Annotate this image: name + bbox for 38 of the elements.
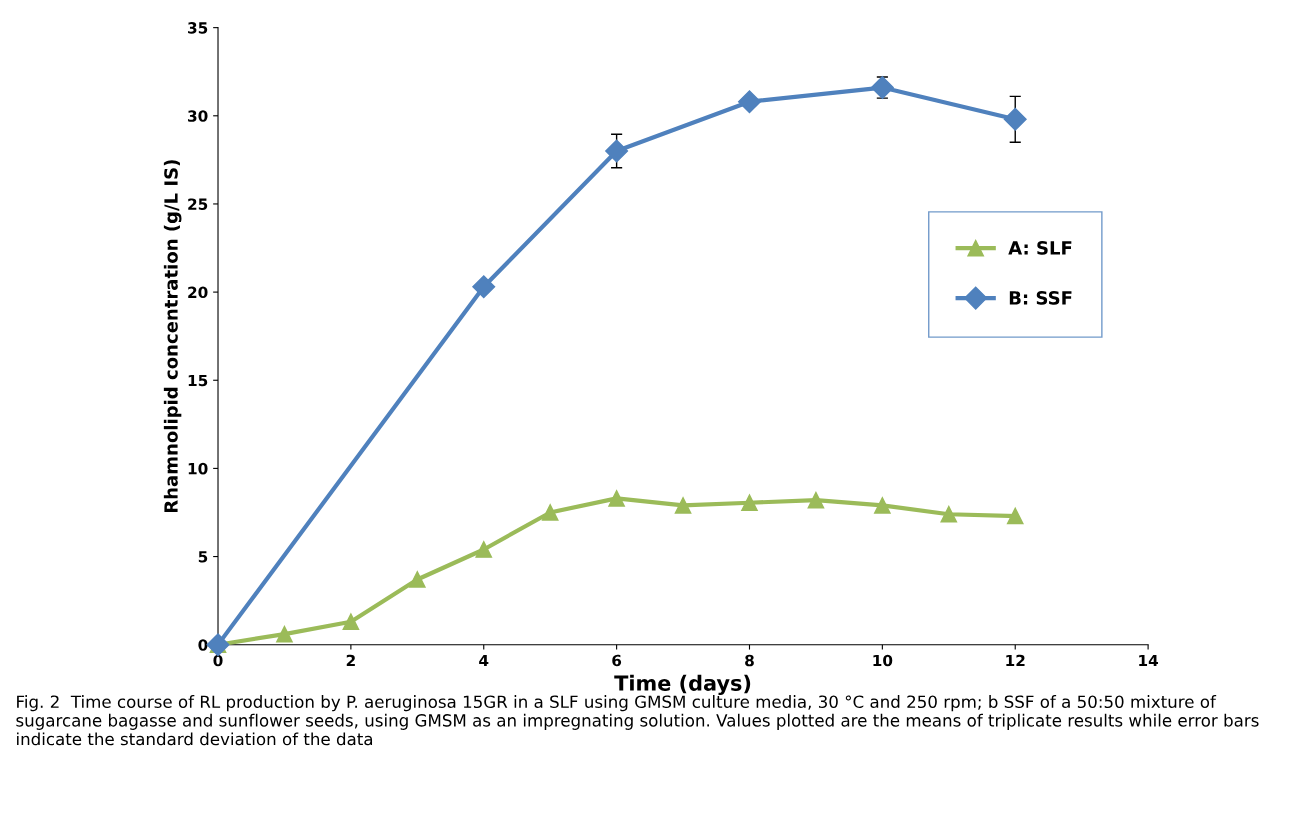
point <box>608 490 625 507</box>
point <box>1006 507 1024 525</box>
point <box>807 491 825 509</box>
point <box>737 90 761 114</box>
point <box>874 497 891 514</box>
x-tick-label: 10 <box>873 654 893 667</box>
point <box>408 571 426 588</box>
point <box>472 275 496 299</box>
point <box>1003 107 1027 131</box>
point <box>870 76 894 100</box>
point <box>741 494 758 512</box>
y-tick-label: 25 <box>188 198 208 210</box>
point <box>674 497 692 514</box>
legend-label: A: SLF <box>1008 241 1072 255</box>
point <box>940 505 958 523</box>
y-tick-label: 15 <box>188 374 208 387</box>
x-tick-label: 12 <box>1006 654 1025 667</box>
y-tick-label: 30 <box>188 110 208 122</box>
x-tick-label: 2 <box>346 654 355 667</box>
x-tick-label: 6 <box>612 654 622 667</box>
y-axis-title: Rhamnolipid concentration (g/L IS) <box>163 160 182 513</box>
x-tick-label: 0 <box>213 654 223 667</box>
caption: Fig. 2 Time course of RL production by P. aeruginosa 15GR in a SLF using GMSM culture media, 30 °C and 250 rpm; b SSF of a 50:50 mixture of sugarcane bagasse and sunflower seeds, using GMSM as an impregnating solution. Values plotted are the means of triplicate results while error bars indicate the standard deviation of the data <box>16 695 1259 746</box>
point <box>541 504 559 521</box>
y-tick-label: 35 <box>188 22 208 34</box>
point <box>276 625 293 643</box>
y-tick-label: 10 <box>188 462 208 475</box>
y-tick-label: 20 <box>188 286 208 299</box>
y-tick-label: 5 <box>198 551 208 563</box>
x-tick-label: 8 <box>745 654 754 667</box>
x-axis-title: Time (days) <box>614 674 751 696</box>
legend-label: B: SSF <box>1009 291 1072 305</box>
x-tick-label: 4 <box>479 654 489 667</box>
y-tick-label: 0 <box>198 639 208 651</box>
point <box>605 139 629 163</box>
point <box>475 541 493 558</box>
x-tick-label: 14 <box>1139 654 1159 667</box>
point <box>342 613 360 631</box>
